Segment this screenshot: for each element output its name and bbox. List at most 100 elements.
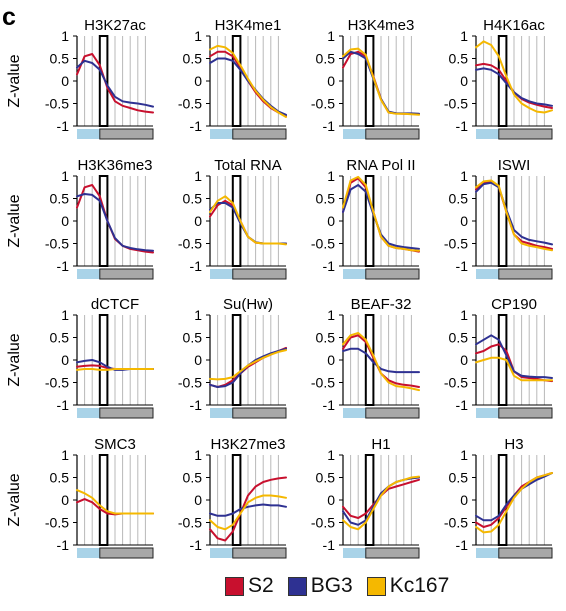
domain-bar-inside [210,548,233,558]
series-line-bg3 [475,181,553,246]
series-line-kc167 [475,356,553,382]
legend-swatch-kc167 [366,576,386,596]
y-tick-label: -0.5 [444,96,468,112]
series-line-kc167 [342,47,420,116]
y-tick-label: 1 [327,28,335,44]
boundary-box [231,454,242,546]
y-tick-label: -0.5 [444,236,468,252]
series-line-kc167 [76,489,154,515]
domain-bar-outside [498,547,553,559]
y-tick-label: -0.5 [178,515,202,531]
y-tick-label: 1 [194,28,202,44]
series-line-kc167 [342,475,420,531]
boundary-box [231,35,242,127]
y-tick-label: 0.5 [183,51,203,67]
series-line-bg3 [475,334,553,379]
domain-bar-outside [99,268,154,280]
panel-letter: c [2,3,16,31]
panel-title: dCTCF [91,296,139,313]
domain-bar-inside [476,129,499,139]
y-tick-label: 0 [327,73,335,89]
y-tick-label: 1 [194,307,202,323]
y-tick-label: 0.5 [50,470,70,486]
y-tick-label: 0.5 [183,330,203,346]
panel-title: H3K27me3 [210,436,285,453]
y-tick-label: 0 [61,352,69,368]
series-line-kc167 [209,349,287,381]
series-line-s2 [209,476,287,542]
y-tick-label: 0 [460,352,468,368]
y-tick-label: -1 [57,537,70,553]
y-tick-label: 1 [460,307,468,323]
legend-item-s2: S2 [225,574,274,598]
domain-bar-inside [210,408,233,418]
domain-bar-inside [77,408,100,418]
domain-bar-inside [77,269,100,279]
y-tick-label: 0 [327,492,335,508]
panel-h3k36me3: H3K36me3 1 0.5 0 -0.5 -1 Z-value [6,157,154,280]
panel-h3: H3 1 0.5 0 -0.5 -1 [444,436,553,559]
y-tick-label: 0.5 [50,330,70,346]
panel-h4k16ac: H4K16ac 1 0.5 0 -0.5 -1 [444,17,553,140]
boundary-box [98,454,109,546]
y-axis-label: Z-value [6,194,23,247]
y-tick-label: 0 [194,213,202,229]
series-line-kc167 [475,40,553,114]
panel-h3k27ac: H3K27ac 1 0.5 0 -0.5 -1 Z-value [6,17,154,140]
legend: S2 BG3 Kc167 [225,574,449,598]
domain-bar-outside [498,128,553,140]
legend-label-kc167: Kc167 [389,574,450,597]
series-line-kc167 [209,44,287,118]
y-tick-label: 0.5 [183,191,203,207]
series-line-bg3 [76,59,154,108]
y-tick-label: -1 [57,397,70,413]
boundary-box [231,314,242,406]
y-tick-label: -1 [323,397,336,413]
y-tick-label: 1 [327,307,335,323]
y-tick-label: 1 [460,447,468,463]
y-tick-label: -1 [57,118,70,134]
y-tick-label: 0.5 [183,470,203,486]
y-tick-label: -0.5 [178,236,202,252]
panel-title: Su(Hw) [223,296,273,313]
domain-bar-outside [498,268,553,280]
panel-su-hw: Su(Hw) 1 0.5 0 -0.5 -1 [178,296,287,419]
domain-bar-inside [476,408,499,418]
domain-bar-outside [232,407,287,419]
boundary-box [98,175,109,267]
boundary-box [98,314,109,406]
y-tick-label: -1 [323,118,336,134]
y-tick-label: 0 [460,213,468,229]
domain-bar-inside [476,269,499,279]
y-tick-label: -1 [456,537,469,553]
panel-title: H3K4me3 [348,17,415,34]
panel-h3k4me3: H3K4me3 1 0.5 0 -0.5 -1 [311,17,420,140]
panel-total-rna: Total RNA 1 0.5 0 -0.5 -1 [178,157,287,280]
y-axis-label: Z-value [6,54,23,107]
y-tick-label: 0 [327,213,335,229]
domain-bar-inside [476,548,499,558]
y-tick-label: 1 [61,28,69,44]
y-tick-label: 1 [194,447,202,463]
panel-title: H3K27ac [84,17,146,34]
y-tick-label: -0.5 [178,375,202,391]
panel-title: H3K4me1 [215,17,282,34]
y-tick-label: -0.5 [444,515,468,531]
y-tick-label: -0.5 [311,96,335,112]
y-tick-label: 0 [194,492,202,508]
y-tick-label: 1 [194,168,202,184]
panel-title: H3K36me3 [77,157,152,174]
domain-bar-outside [365,268,420,280]
panel-h3k4me1: H3K4me1 1 0.5 0 -0.5 -1 [178,17,287,140]
legend-swatch-s2 [225,576,244,596]
y-axis-label: Z-value [6,333,23,386]
domain-bar-outside [365,547,420,559]
domain-bar-inside [210,269,233,279]
panel-h3k27me3: H3K27me3 1 0.5 0 -0.5 -1 [178,436,287,559]
panel-title: Total RNA [214,157,282,174]
series-line-bg3 [342,347,420,374]
panel-iswi: ISWI 1 0.5 0 -0.5 -1 [444,157,553,280]
series-line-kc167 [475,179,553,252]
legend-swatch-bg3 [287,576,307,596]
